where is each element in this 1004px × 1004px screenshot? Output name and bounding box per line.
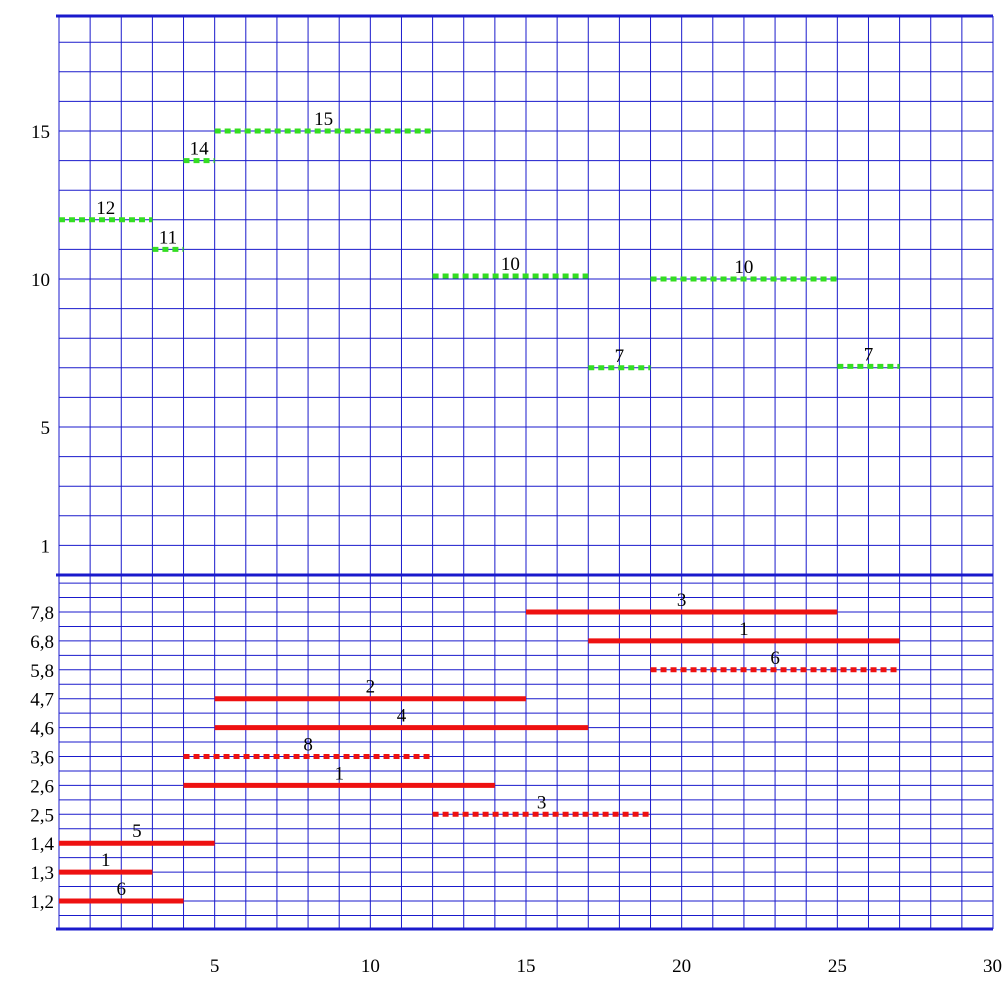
y-tick-label: 4,7 bbox=[30, 690, 54, 711]
segment-label: 3 bbox=[537, 792, 547, 813]
segment-label: 14 bbox=[190, 139, 210, 160]
segment-label: 7 bbox=[864, 344, 874, 365]
segment-label: 2 bbox=[366, 677, 376, 698]
segment-label: 11 bbox=[159, 227, 177, 248]
y-tick-label: 15 bbox=[31, 122, 50, 143]
y-tick-label: 7,8 bbox=[30, 603, 54, 624]
segment-label: 6 bbox=[117, 879, 127, 900]
y-tick-label: 4,6 bbox=[30, 719, 54, 740]
x-tick-label: 20 bbox=[672, 956, 691, 977]
x-tick-label: 25 bbox=[828, 956, 847, 977]
y-tick-label: 1 bbox=[41, 536, 51, 557]
y-tick-label: 2,6 bbox=[30, 776, 54, 797]
segment-label: 1 bbox=[101, 850, 111, 871]
segment-label: 1 bbox=[739, 619, 749, 640]
segment-label: 12 bbox=[96, 198, 115, 219]
y-tick-label: 10 bbox=[31, 270, 50, 291]
segment-label: 5 bbox=[132, 821, 142, 842]
segment-label: 4 bbox=[397, 706, 407, 727]
y-tick-label: 2,5 bbox=[30, 805, 54, 826]
segment-label: 7 bbox=[615, 346, 625, 367]
y-tick-label: 5,8 bbox=[30, 661, 54, 682]
segment-label: 8 bbox=[303, 735, 313, 756]
segment-label: 1 bbox=[334, 763, 344, 784]
y-tick-label: 1,3 bbox=[30, 863, 54, 884]
x-tick-label: 10 bbox=[361, 956, 380, 977]
x-tick-label: 15 bbox=[517, 956, 536, 977]
y-tick-label: 1,2 bbox=[30, 892, 54, 913]
segment-label: 15 bbox=[314, 109, 333, 130]
x-axis: 5 10 15 20 25 30 bbox=[210, 956, 1002, 977]
y-tick-label: 6,8 bbox=[30, 632, 54, 653]
segment-label: 10 bbox=[501, 254, 520, 275]
y-tick-label: 3,6 bbox=[30, 748, 54, 769]
x-tick-label: 30 bbox=[983, 956, 1002, 977]
y-tick-label: 5 bbox=[41, 418, 51, 439]
segment-label: 6 bbox=[770, 648, 780, 669]
x-tick-label: 5 bbox=[210, 956, 220, 977]
lower-panel: 1,21,31,42,52,63,64,64,75,86,87,86153184… bbox=[30, 590, 900, 913]
y-tick-label: 1,4 bbox=[30, 834, 54, 855]
segment-label: 10 bbox=[734, 257, 753, 278]
segment-label: 3 bbox=[677, 590, 687, 611]
